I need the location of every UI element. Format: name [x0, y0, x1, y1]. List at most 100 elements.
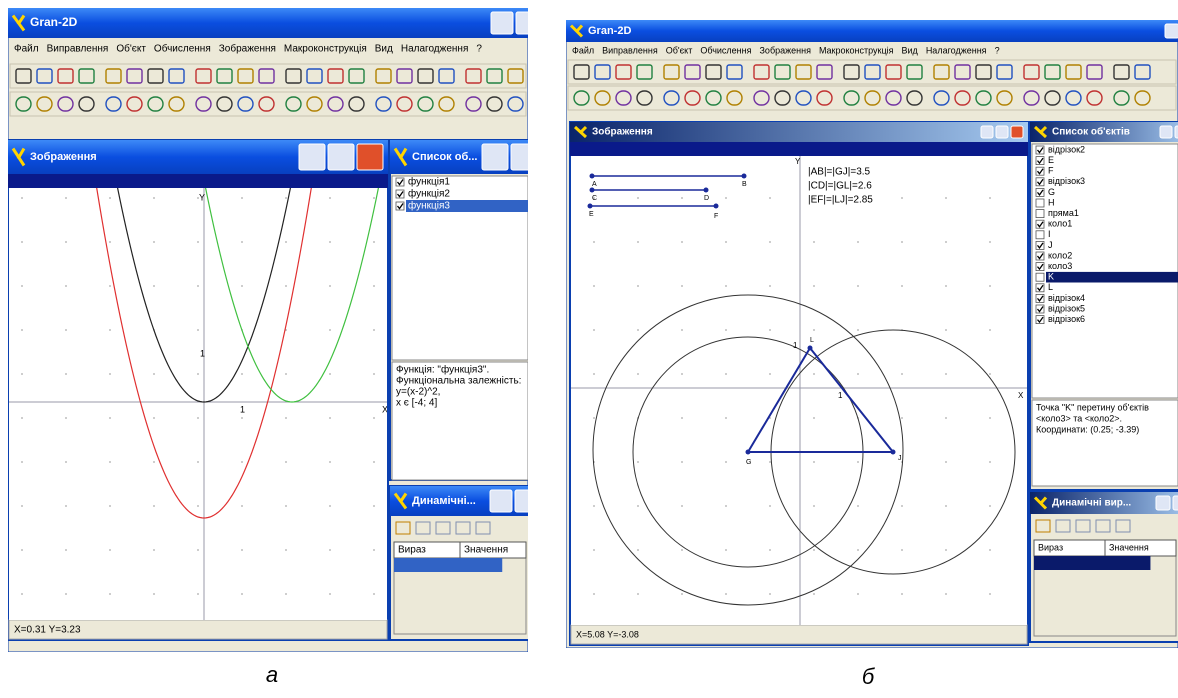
list-item: J	[1048, 240, 1053, 250]
checkbox	[1035, 145, 1045, 155]
toolbar-icon	[486, 96, 503, 112]
axis-label: 1	[793, 341, 798, 350]
axis-label: 1	[200, 348, 205, 358]
list-item: I	[1048, 229, 1051, 239]
axis-label: X	[382, 404, 388, 414]
toolbar-icon	[996, 64, 1013, 80]
menu-item: Макроконструкція	[819, 45, 894, 55]
menu-item: Налагодження	[401, 44, 469, 55]
checkmark	[396, 191, 404, 198]
list-item: коло1	[1048, 219, 1072, 229]
toolbar-icon	[1113, 64, 1130, 80]
title-icon	[1033, 125, 1048, 139]
toolbar-icon	[864, 64, 881, 80]
canvas-band	[570, 142, 1028, 156]
toolbar-icon	[375, 96, 392, 112]
toolbar-icon	[1134, 64, 1151, 80]
toolbar-icon	[1035, 519, 1051, 533]
menu-item: Виправлення	[602, 45, 658, 55]
menu-item: Налагодження	[926, 45, 987, 55]
checkmark	[396, 179, 404, 186]
column-header-text: Вираз	[1038, 542, 1063, 552]
window-button	[356, 143, 384, 171]
toolbar-icon	[1023, 64, 1040, 80]
toolbar-icon	[1086, 90, 1103, 106]
toolbar-icon	[663, 90, 680, 106]
info-text: Координати: (0.25; -3.39)	[1036, 424, 1139, 434]
toolbar-icon	[237, 68, 254, 84]
triangle	[746, 346, 896, 453]
title-text: Динамічні вир...	[1052, 498, 1131, 509]
checkbox	[1035, 315, 1045, 325]
toolbar-icon	[258, 96, 275, 112]
toolbar-icon	[348, 68, 365, 84]
window-button	[1172, 495, 1178, 511]
title-bar	[566, 20, 1178, 42]
toolbar-icon	[573, 64, 590, 80]
toolbar-icon	[168, 96, 185, 112]
toolbar-icon	[663, 64, 680, 80]
circle	[592, 294, 904, 606]
plot-grid	[571, 156, 1027, 625]
toolbar-icon	[1095, 519, 1111, 533]
point	[589, 187, 595, 193]
toolbar-icon	[417, 68, 434, 84]
checkmark	[1036, 221, 1044, 228]
info-text: y=(x-2)^2,	[396, 387, 440, 398]
title-text: Динамічні...	[412, 495, 476, 507]
toolbar-icon	[15, 96, 32, 112]
toolbar-icon	[216, 68, 233, 84]
function-curve	[116, 188, 292, 403]
toolbar-icon	[885, 90, 902, 106]
toolbar-icon	[933, 90, 950, 106]
checkbox	[1035, 272, 1045, 282]
toolbar-icon	[455, 521, 471, 535]
title-text: Список об'єктів	[1052, 126, 1130, 138]
checkbox	[395, 177, 405, 187]
toolbar-icon	[615, 64, 632, 80]
plot-grid	[9, 188, 387, 620]
function-curve	[204, 188, 380, 403]
info-text: Точка "K" перетину об'єктів	[1036, 402, 1149, 412]
info-text: x є [-4; 4]	[396, 398, 437, 409]
point-label: L	[810, 337, 814, 344]
toolbar-icon	[216, 96, 233, 112]
list-item: E	[1048, 155, 1054, 165]
checkmark	[1036, 306, 1044, 313]
toolbar-icon	[906, 90, 923, 106]
toolbar-icon	[237, 96, 254, 112]
point-label: A	[592, 181, 597, 188]
toolbar-icon	[306, 96, 323, 112]
checkbox	[1035, 304, 1045, 314]
point-label: D	[704, 195, 709, 202]
figure-caption: а	[266, 662, 278, 687]
table-row-selected	[394, 558, 503, 572]
checkbox	[1035, 293, 1045, 303]
menu-item: ?	[995, 45, 1000, 55]
list-selection	[406, 200, 528, 212]
toolbar-icon	[438, 96, 455, 112]
list-item: функція2	[408, 188, 450, 200]
column-header-text: Вираз	[398, 545, 426, 556]
table-row-selected	[1034, 556, 1151, 570]
toolbar-icon	[395, 521, 411, 535]
toolbar-icon	[57, 96, 74, 112]
window-button	[1010, 125, 1024, 139]
point-label: E	[589, 211, 594, 218]
checkbox	[1035, 166, 1045, 176]
list-item: функція3	[408, 200, 450, 212]
toolbar-icon	[1044, 90, 1061, 106]
list-item: відрізок3	[1048, 176, 1085, 186]
function-curve	[96, 188, 312, 519]
checkbox	[1035, 262, 1045, 272]
title-text: Список об...	[412, 151, 477, 163]
point-label: C	[592, 195, 597, 202]
toolbar-icon	[126, 96, 143, 112]
toolbar-icon	[843, 64, 860, 80]
window-button	[481, 143, 509, 171]
toolbar-icon	[327, 68, 344, 84]
checkbox	[1035, 198, 1045, 208]
menu-item: Макроконструкція	[284, 44, 367, 55]
title-icon	[11, 14, 26, 32]
measurement: |AB|=|GJ|=3.5	[808, 167, 871, 178]
